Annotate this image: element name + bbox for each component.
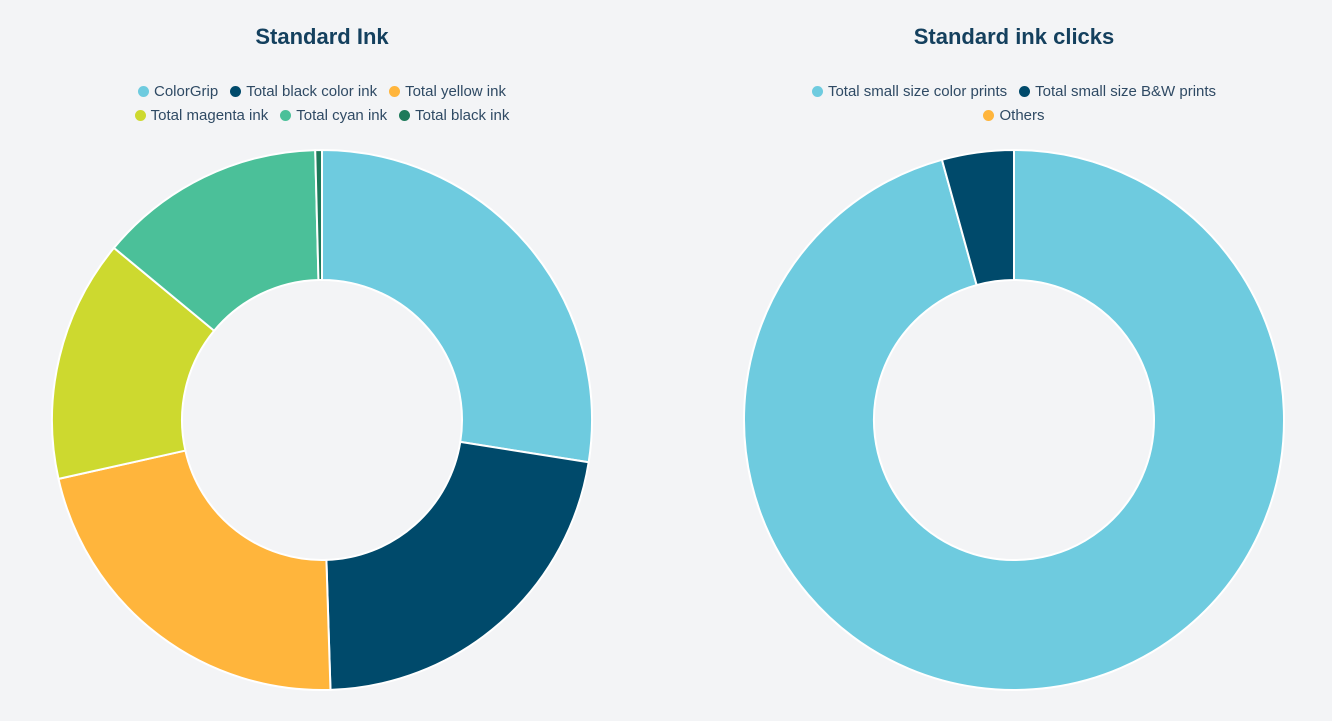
legend-item-others[interactable]: Others (983, 104, 1045, 128)
slice-total-small-size-bandw-prints[interactable] (940, 148, 1015, 287)
legend-row: ColorGrip Total black color ink Total yell… (2, 80, 642, 104)
donut-chart (51, 148, 593, 691)
slice-total-black-color-ink[interactable] (325, 440, 590, 691)
legend-row: Others (694, 104, 1332, 128)
slice-total-magenta-ink[interactable] (51, 246, 216, 481)
legend: Total small size color prints Total small… (694, 80, 1332, 128)
legend-label: Total black color ink (246, 83, 378, 100)
legend-item-total-small-size-color-prints[interactable]: Total small size color prints (811, 80, 1008, 104)
slice-colorgrip[interactable] (321, 148, 593, 464)
legend-label: Total small size B&W prints (1035, 83, 1217, 100)
legend-swatch (230, 86, 242, 97)
chart-title: Standard Ink (255, 24, 389, 49)
legend: ColorGrip Total black color ink Total yell… (2, 80, 642, 128)
legend-item-total-black-ink[interactable]: Total black ink (399, 104, 509, 128)
legend-item-total-magenta-ink[interactable]: Total magenta ink (134, 104, 269, 128)
chart-title: Standard ink clicks (913, 24, 1115, 49)
legend-row: Total magenta ink Total cyan ink Total bla… (2, 104, 642, 128)
donut-chart (743, 148, 1285, 691)
legend-label: Total magenta ink (150, 107, 269, 124)
legend-label: ColorGrip (154, 83, 219, 100)
legend-swatch (399, 110, 411, 121)
legend-swatch (138, 86, 149, 97)
legend-swatch (389, 86, 401, 97)
legend-row: Total small size color prints Total small… (694, 80, 1332, 104)
slice-total-yellow-ink[interactable] (57, 449, 332, 691)
legend-swatch (811, 86, 823, 97)
legend-swatch (1019, 86, 1031, 97)
chart-standard-ink-clicks: Standard ink clicks Total small size col… (694, 0, 1332, 721)
legend-item-total-yellow-ink[interactable]: Total yellow ink (389, 80, 506, 104)
legend-item-total-small-size-bandw-prints[interactable]: Total small size B&W prints (1019, 80, 1216, 104)
legend-item-total-black-color-ink[interactable]: Total black color ink (230, 80, 377, 104)
slice-total-black-ink[interactable] (314, 148, 323, 282)
legend-swatch (280, 110, 292, 121)
chart-standard-ink: Standard Ink ColorGrip Total black color … (2, 0, 642, 721)
legend-item-colorgrip[interactable]: ColorGrip (138, 80, 218, 104)
legend-label: Others (999, 107, 1045, 124)
slice-total-small-size-color-prints[interactable] (743, 148, 1285, 691)
legend-label: Total yellow ink (405, 83, 506, 100)
legend-swatch (134, 110, 146, 121)
legend-label: Total cyan ink (296, 107, 388, 124)
legend-label: Total black ink (415, 107, 510, 124)
legend-label: Total small size color prints (827, 83, 1008, 100)
legend-swatch (983, 110, 995, 121)
legend-item-total-cyan-ink[interactable]: Total cyan ink (280, 104, 387, 128)
